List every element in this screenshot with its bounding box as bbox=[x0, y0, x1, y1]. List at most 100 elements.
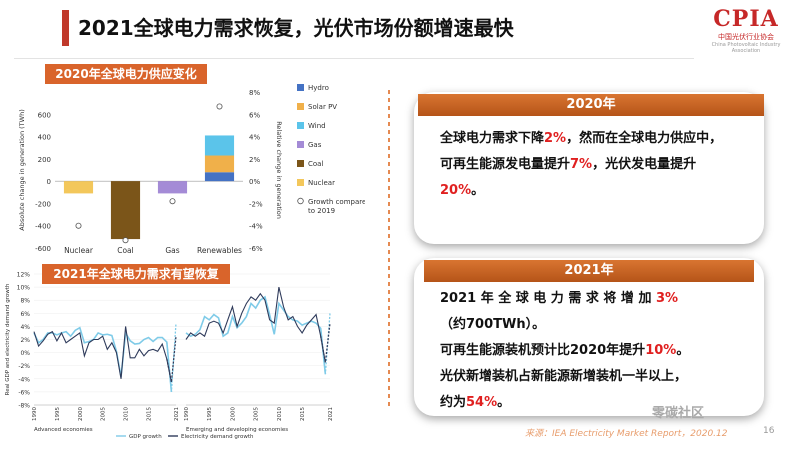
highlight-value: 20% bbox=[440, 183, 472, 198]
y2-tick-label: -2% bbox=[249, 200, 263, 208]
bar-segment bbox=[204, 155, 235, 173]
forecast-line bbox=[320, 323, 331, 363]
y-axis-label: Real GDP and electricity demand growth bbox=[5, 283, 11, 395]
y-tick-label: 400 bbox=[38, 134, 51, 142]
legend-label: Electricity demand growth bbox=[181, 434, 254, 440]
highlight-value: 10% bbox=[645, 343, 677, 358]
panel-2021-line: 可再生能源装机预计比2020年提升10%。 bbox=[440, 338, 740, 364]
watermark: 零碳社区 bbox=[652, 406, 705, 421]
x-tick-label: 2015 bbox=[300, 407, 306, 421]
x-tick-label: 2021 bbox=[174, 407, 180, 421]
y-tick-label: 8% bbox=[20, 298, 30, 305]
legend-label: Coal bbox=[308, 160, 323, 168]
y-tick-label: 200 bbox=[38, 156, 51, 164]
legend-swatch bbox=[297, 84, 304, 91]
forecast-line bbox=[166, 336, 177, 383]
panel-text-segment: 约为 bbox=[440, 395, 467, 410]
bar-segment bbox=[110, 181, 141, 240]
x-tick-label: 2000 bbox=[230, 407, 236, 421]
y-tick-label: 0 bbox=[47, 178, 51, 186]
x-tick-label: Nuclear bbox=[64, 246, 94, 254]
y2-axis-label: Relative change in generation bbox=[275, 121, 283, 219]
x-tick-label: 1995 bbox=[207, 407, 213, 421]
growth-marker bbox=[75, 222, 82, 229]
title-divider bbox=[14, 58, 694, 59]
top-bar bbox=[0, 0, 800, 6]
panel-text-segment: （约700TWh）。 bbox=[440, 317, 546, 332]
legend-label: Nuclear bbox=[308, 179, 335, 187]
y2-tick-label: 2% bbox=[249, 156, 260, 164]
panel-2021-heading: 2021年 bbox=[424, 260, 754, 282]
highlight-value: 54% bbox=[466, 395, 498, 410]
demand-growth-title: 2021年全球电力需求有望恢复 bbox=[42, 264, 230, 284]
legend-swatch bbox=[297, 122, 304, 129]
y-tick-label: 2% bbox=[20, 337, 30, 344]
x-tick-label: 2010 bbox=[277, 407, 283, 421]
x-tick-label: 1995 bbox=[55, 407, 61, 421]
supply-change-title: 2020年全球电力供应变化 bbox=[45, 64, 207, 84]
panel-text-segment: 全球电力需求下降 bbox=[440, 131, 545, 146]
demand-line bbox=[33, 326, 172, 383]
x-tick-label: 2005 bbox=[101, 407, 107, 421]
y-tick-label: -8% bbox=[18, 403, 30, 410]
growth-marker bbox=[216, 103, 223, 110]
panel-2021-line: 约为54%。 bbox=[440, 390, 740, 416]
y-tick-label: -6% bbox=[18, 389, 30, 396]
panel-text-segment: ，光伏发电量提升 bbox=[592, 157, 697, 172]
y2-tick-label: -6% bbox=[249, 245, 263, 253]
y-tick-label: 6% bbox=[20, 311, 30, 318]
y-tick-label: -200 bbox=[35, 200, 51, 208]
supply-change-chart: -600 -400 -200 0 200 400 600 -6% -4% -2% 0% 2% 4% 6% 8… bbox=[15, 62, 371, 255]
x-tick-label: 1990 bbox=[184, 407, 190, 421]
legend-label: Growth compared bbox=[308, 198, 365, 206]
panel-2021-line: 2021 年 全 球 电 力 需 求 将 增 加 3% bbox=[440, 286, 740, 312]
x-tick-label: 2010 bbox=[124, 407, 130, 421]
legend-label: Wind bbox=[308, 122, 326, 130]
logo-en: China Photovoltaic Industry Association bbox=[711, 42, 781, 54]
x-tick-label: 2000 bbox=[78, 407, 84, 421]
y2-tick-label: 4% bbox=[249, 134, 260, 142]
legend-swatch bbox=[297, 179, 304, 186]
y-tick-label: -400 bbox=[35, 223, 51, 231]
group-label: Emerging and developing economies bbox=[186, 427, 288, 433]
y-tick-label: 12% bbox=[17, 272, 31, 279]
panel-2020: 2020年 全球电力需求下降2%，然而在全球电力供应中，可再生能源发电量提升7%… bbox=[414, 92, 764, 244]
panel-2020-heading: 2020年 bbox=[418, 94, 764, 116]
y-tick-label: 10% bbox=[17, 285, 31, 292]
highlight-value: 7% bbox=[570, 157, 593, 172]
panel-text-segment: ，然而在全球电力供应中，可再生能源发电量提升 bbox=[440, 131, 723, 172]
x-tick-label: 1990 bbox=[32, 407, 38, 421]
y2-tick-label: 6% bbox=[249, 111, 260, 119]
page-number: 16 bbox=[763, 426, 775, 436]
legend-label: to 2019 bbox=[308, 207, 335, 215]
legend-swatch bbox=[297, 141, 304, 148]
gdp-line bbox=[185, 295, 327, 375]
title-accent-bar bbox=[62, 10, 69, 46]
panel-text-segment: 。 bbox=[497, 395, 511, 410]
panel-text-segment: 。 bbox=[676, 343, 690, 358]
y-tick-label: -600 bbox=[35, 245, 51, 253]
x-tick-label: Renewables bbox=[197, 246, 242, 254]
y-tick-label: 4% bbox=[20, 324, 30, 331]
supply-change-svg: -600 -400 -200 0 200 400 600 -6% -4% -2% 0% 2% 4% 6% 8… bbox=[18, 84, 371, 255]
y2-tick-label: 8% bbox=[249, 89, 260, 97]
legend-marker-swatch bbox=[297, 197, 304, 205]
panel-2021-text: 2021 年 全 球 电 力 需 求 将 增 加 3% （约700TWh）。可再生… bbox=[440, 286, 740, 416]
panel-text-segment: 。 bbox=[471, 183, 485, 198]
legend-label: Hydro bbox=[308, 84, 329, 92]
dotted-divider bbox=[388, 90, 390, 410]
source-note: 来源：IEA Electricity Market Report，2020.12 bbox=[525, 429, 728, 439]
x-tick-label: 2015 bbox=[147, 407, 153, 421]
panel-text-segment: 2021 年 全 球 电 力 需 求 将 增 加 bbox=[440, 291, 656, 306]
panel-2020-text: 全球电力需求下降2%，然而在全球电力供应中，可再生能源发电量提升7%，光伏发电量… bbox=[440, 126, 730, 204]
x-tick-label: 2005 bbox=[254, 407, 260, 421]
demand-growth-chart: -8% -6% -4% -2% 0% 2% 4% 6% 8% 10% 12% Real GDP and… bbox=[0, 262, 365, 444]
logo-text: CPIA bbox=[713, 6, 779, 32]
legend-label: GDP growth bbox=[129, 434, 162, 440]
gdp-line bbox=[33, 326, 173, 392]
legend-label: Gas bbox=[308, 141, 322, 149]
y-tick-label: -4% bbox=[18, 376, 30, 383]
panel-2021-line: （约700TWh）。 bbox=[440, 312, 740, 338]
panel-2021-line: 光伏新增装机占新能源新增装机一半以上， bbox=[440, 364, 740, 390]
y-tick-label: 600 bbox=[38, 111, 51, 119]
